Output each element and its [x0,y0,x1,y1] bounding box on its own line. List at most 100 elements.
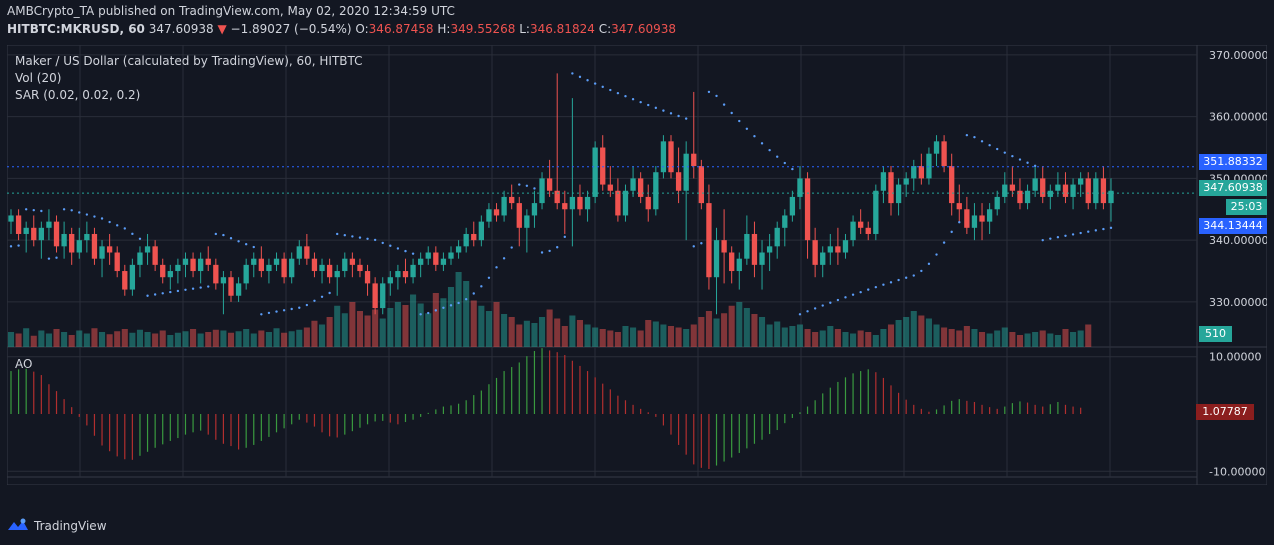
sar-dot [662,109,665,112]
volume-bar [182,331,189,347]
candle-body [827,246,833,253]
candle-body [971,215,978,228]
sar-dot [1049,237,1052,240]
candle-body [1009,184,1016,191]
volume-bar [61,332,68,347]
sar-dot [973,135,976,139]
sar-dot [108,220,111,224]
tradingview-logo-icon[interactable] [7,517,29,533]
volume-bar [804,329,811,347]
price-tick-label: 340.00000 [1209,234,1267,247]
candle-body [842,240,849,253]
high-value: 349.55268 [450,22,516,36]
sar-dot [434,309,438,312]
candle-body [986,209,993,222]
candle-body [76,240,82,253]
sar-dot [851,293,855,296]
candle-body [455,246,462,253]
volume-bar [30,335,37,347]
price-tick-label: 370.00000 [1209,49,1267,62]
sar-dot [358,236,362,239]
sar-dot [313,299,316,302]
candle-body [175,264,181,272]
candle-body [258,258,264,272]
sar-dot [540,251,544,254]
volume-bar [485,311,492,347]
volume-bar [152,333,159,347]
candle-body [630,178,636,191]
candle-body [766,246,773,253]
volume-bar [265,332,272,347]
candle-body [372,283,378,309]
candle-body [152,246,158,265]
sar-dot [502,257,506,260]
volume-bar [15,333,22,347]
volume-bar [728,305,735,347]
candle-body [941,141,947,167]
sar-dot [449,304,453,307]
sar-dot [78,211,81,214]
sar-dots [9,72,1113,316]
volume-bar [539,317,546,347]
volume-bar [690,324,697,347]
sar-dot [275,310,278,313]
sar-dot [821,304,824,307]
sar-dot [601,85,604,89]
volume-bar [45,333,52,347]
volume-bar [865,332,872,347]
volume-bar [68,335,75,347]
sar-dot [548,249,551,253]
candle-body [584,196,591,210]
sar-dot [980,140,984,143]
candle-body [1017,190,1023,204]
candle-body [615,190,621,216]
candle-body [903,178,909,185]
volume-bar [144,332,151,347]
sar-dot [222,233,225,237]
sar-dot [950,230,953,234]
candle-body [911,166,917,179]
candle-body [501,196,507,216]
volume-bar [561,326,568,347]
volume-bar [136,329,143,347]
candle-body [949,166,955,204]
candle-body [751,233,758,265]
candle-body [304,246,310,259]
volume-bar [880,329,887,347]
volume-bar [38,330,45,347]
sar-dot [252,245,255,249]
candle-body [880,172,887,191]
high-label: H: [437,22,451,36]
volume-bar [652,321,659,347]
candle-body [1093,178,1099,204]
sar-dot [24,208,28,211]
sar-dot [563,235,566,239]
volume-bar [637,330,644,347]
volume-bar [630,327,637,347]
volume-bar [311,320,318,347]
volume-bar [622,326,629,347]
chart-canvas[interactable]: 370.00000360.00000350.00000340.00000330.… [7,45,1267,485]
sar-dot [487,276,491,280]
volume-bar [683,329,690,347]
open-label: O: [355,22,369,36]
sar-dot [169,290,172,294]
sar-dot [9,245,13,248]
sar-dot [472,292,475,295]
candle-body [281,258,287,278]
candle-body [418,258,424,265]
axis-labels: 370.00000360.00000350.00000340.00000330.… [1209,49,1267,478]
sar-dot [1071,233,1075,236]
close-label: C: [598,22,612,36]
tradingview-brand[interactable]: TradingView [34,519,107,533]
candle-body [797,178,803,197]
sar-dot [320,295,324,298]
sar-dot [1079,231,1082,235]
volume-bar [887,324,895,347]
sar-dot [396,247,400,250]
sar-dot [480,285,483,288]
volume-bar [53,329,60,347]
volume-bar [212,329,219,347]
candle-body [425,252,431,259]
sar-dot [889,281,893,284]
